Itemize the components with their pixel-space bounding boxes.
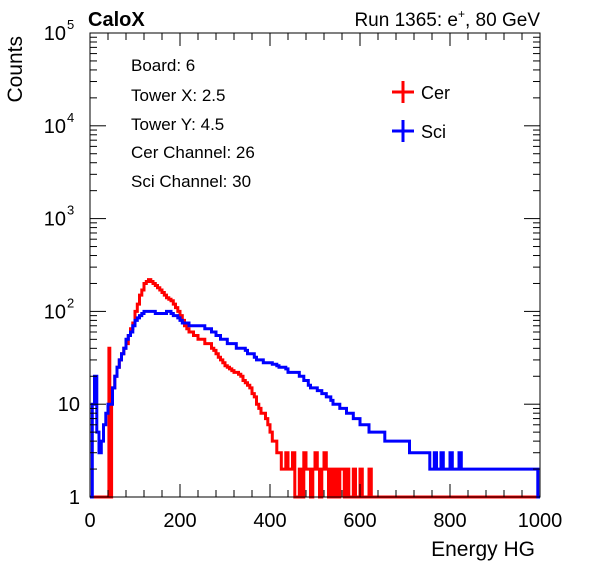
legend: Cer Sci xyxy=(392,81,450,142)
run-label: Run 1365: e+, 80 GeV xyxy=(354,7,540,31)
info-board: Board: 6 xyxy=(131,56,195,75)
y-tick-exponent: 3 xyxy=(67,203,74,218)
y-tick-base: 10 xyxy=(44,301,66,323)
x-tick-label: 600 xyxy=(343,510,376,532)
info-sci-channel: Sci Channel: 30 xyxy=(131,172,251,191)
y-tick-exponent: 5 xyxy=(67,17,74,32)
y-axis-title: Counts xyxy=(4,36,27,103)
x-axis-title: Energy HG xyxy=(431,538,535,561)
x-tick-label: 200 xyxy=(163,510,196,532)
legend-label-sci: Sci xyxy=(421,122,446,142)
y-tick-label: 10 xyxy=(44,209,66,231)
x-tick-label: 400 xyxy=(253,510,286,532)
y-tick-label: 10 xyxy=(44,23,66,45)
y-tick-exponent: 2 xyxy=(67,295,74,310)
y-tick-label: 10 xyxy=(58,394,80,416)
legend-label-cer: Cer xyxy=(421,83,450,103)
series-line-sci xyxy=(90,309,540,499)
brand-label: CaloX xyxy=(88,9,145,31)
x-tick-label: 1000 xyxy=(518,510,563,532)
series-layer xyxy=(90,278,540,499)
x-tick-label: 800 xyxy=(433,510,466,532)
y-tick-base: 10 xyxy=(44,116,66,138)
info-tower-x: Tower X: 2.5 xyxy=(131,86,226,105)
y-tick-exponent: 4 xyxy=(67,110,74,125)
y-tick-base: 10 xyxy=(44,209,66,231)
run-prefix: Run 1365: e xyxy=(354,10,458,31)
plot-frame xyxy=(89,32,541,498)
y-tick-base: 10 xyxy=(44,23,66,45)
y-tick-label: 10 xyxy=(44,301,66,323)
y-tick-base: 10 xyxy=(58,394,80,416)
y-tick-label: 1 xyxy=(69,487,80,509)
run-superscript: + xyxy=(458,7,465,21)
info-cer-channel: Cer Channel: 26 xyxy=(131,143,255,162)
run-suffix: , 80 GeV xyxy=(465,10,540,31)
y-tick-label: 10 xyxy=(44,116,66,138)
x-tick-label: 0 xyxy=(84,510,95,532)
info-tower-y: Tower Y: 4.5 xyxy=(131,115,224,134)
y-tick-base: 1 xyxy=(69,487,80,509)
